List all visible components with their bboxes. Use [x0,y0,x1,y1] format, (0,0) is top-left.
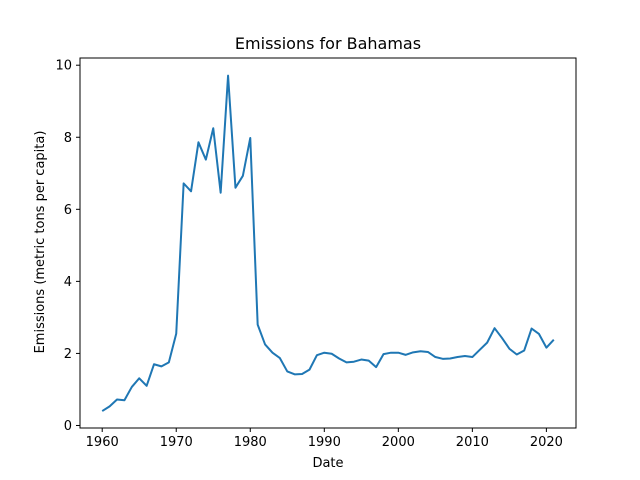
y-axis-label: Emissions (metric tons per capita) [33,131,48,354]
y-tick-label: 6 [64,203,72,218]
y-tick-label: 4 [64,275,72,290]
x-tick-label: 1980 [234,435,267,450]
chart-title: Emissions for Bahamas [235,34,421,53]
y-axis: 0 2 4 6 8 10 [55,59,80,434]
x-axis: 1960 1970 1980 1990 2000 2010 2020 [86,428,563,450]
plot-frame [79,57,577,429]
x-axis-label: Date [312,456,343,471]
y-tick-label: 10 [55,59,72,74]
x-tick-label: 1990 [308,435,341,450]
x-tick-label: 1970 [160,435,193,450]
x-tick-label: 2000 [382,435,415,450]
y-tick-label: 2 [64,347,72,362]
y-tick-label: 8 [64,131,72,146]
plot-area [101,74,555,412]
x-tick-label: 2020 [530,435,563,450]
y-tick-label: 0 [64,419,72,434]
x-tick-label: 1960 [86,435,119,450]
series-line [101,74,555,412]
x-tick-label: 2010 [456,435,489,450]
